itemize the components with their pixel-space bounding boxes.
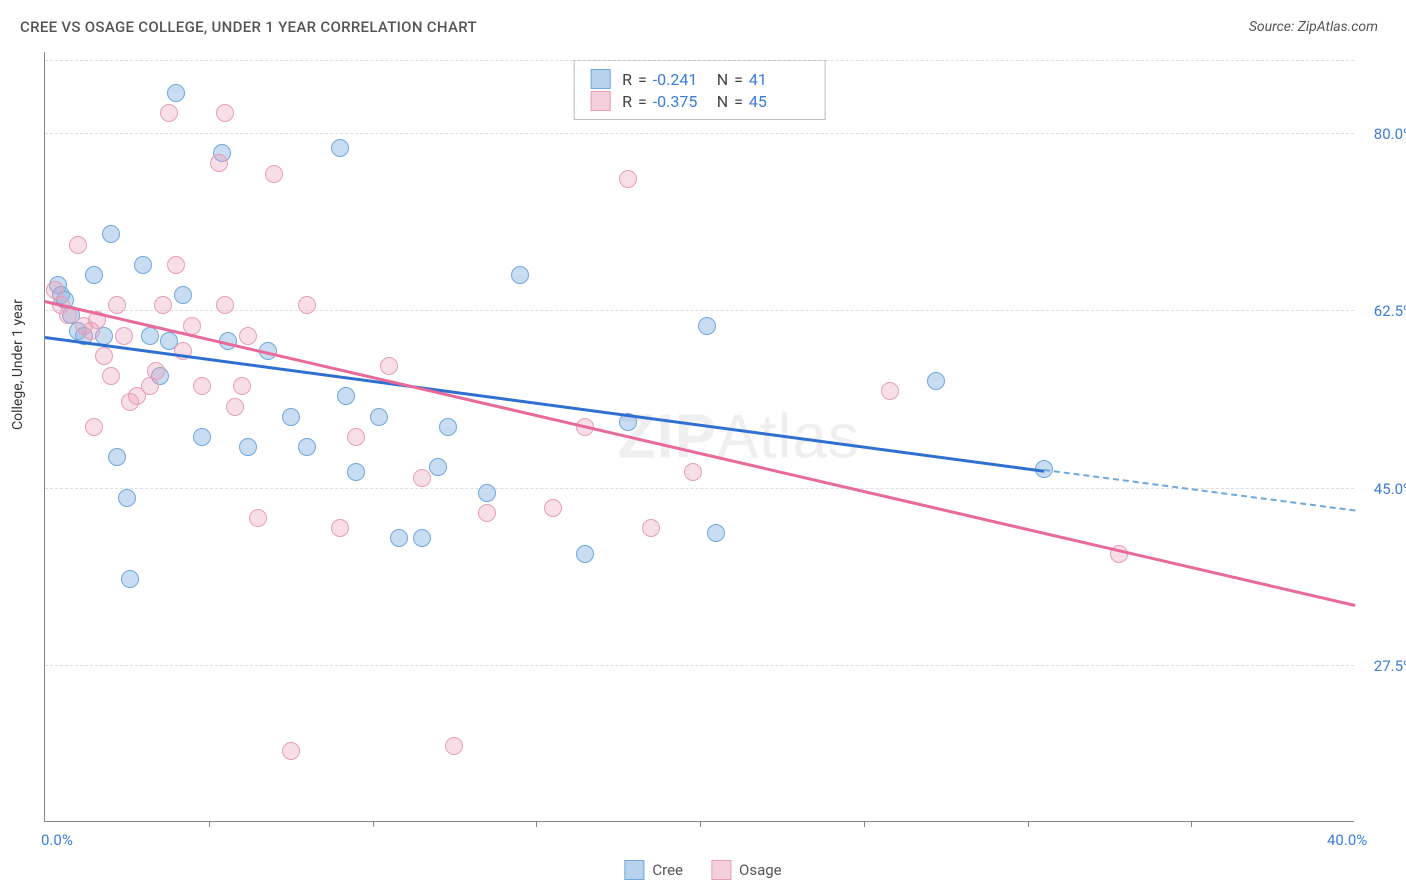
data-point — [439, 418, 457, 436]
gridline — [45, 60, 1354, 61]
data-point — [249, 509, 267, 527]
data-point — [390, 529, 408, 547]
data-point — [167, 256, 185, 274]
legend-label: Osage — [739, 861, 782, 879]
stats-text: R = -0.375 N = 45 — [622, 92, 809, 111]
y-tick-label: 27.5% — [1359, 657, 1406, 675]
data-point — [216, 104, 234, 122]
x-tick-mark — [209, 821, 210, 827]
legend-item: Cree — [624, 860, 683, 880]
data-point — [141, 327, 159, 345]
legend-label: Cree — [652, 861, 683, 879]
data-point — [233, 377, 251, 395]
trend-line — [1044, 469, 1355, 512]
data-point — [108, 448, 126, 466]
data-point — [282, 742, 300, 760]
x-tick-mark — [373, 821, 374, 827]
data-point — [478, 484, 496, 502]
data-point — [95, 347, 113, 365]
legend-swatch — [624, 860, 644, 880]
data-point — [331, 519, 349, 537]
legend: Cree Osage — [624, 860, 781, 880]
data-point — [282, 408, 300, 426]
data-point — [239, 438, 257, 456]
x-tick-mark — [864, 821, 865, 827]
legend-item: Osage — [711, 860, 782, 880]
data-point — [478, 504, 496, 522]
scatter-plot: ZIPAtlas R = -0.241 N = 41R = -0.375 N =… — [44, 52, 1354, 822]
x-tick-mark — [1028, 821, 1029, 827]
data-point — [210, 154, 228, 172]
data-point — [167, 84, 185, 102]
data-point — [108, 296, 126, 314]
gridline — [45, 488, 1354, 489]
data-point — [707, 524, 725, 542]
data-point — [239, 327, 257, 345]
data-point — [642, 519, 660, 537]
data-point — [193, 377, 211, 395]
data-point — [160, 104, 178, 122]
data-point — [121, 570, 139, 588]
data-point — [337, 387, 355, 405]
data-point — [69, 236, 87, 254]
data-point — [347, 428, 365, 446]
data-point — [193, 428, 211, 446]
y-tick-label: 80.0% — [1359, 125, 1406, 143]
stats-row: R = -0.241 N = 41 — [590, 69, 809, 89]
data-point — [413, 529, 431, 547]
source-attribution: Source: ZipAtlas.com — [1249, 19, 1378, 35]
data-point — [511, 266, 529, 284]
data-point — [927, 372, 945, 390]
stats-text: R = -0.241 N = 41 — [622, 70, 809, 89]
data-point — [347, 463, 365, 481]
x-tick-mark — [700, 821, 701, 827]
data-point — [619, 170, 637, 188]
data-point — [265, 165, 283, 183]
legend-swatch — [590, 69, 610, 89]
legend-swatch — [590, 91, 610, 111]
gridline — [45, 310, 1354, 311]
legend-swatch — [711, 860, 731, 880]
data-point — [576, 545, 594, 563]
data-point — [102, 225, 120, 243]
data-point — [298, 296, 316, 314]
gridline — [45, 665, 1354, 666]
y-tick-label: 62.5% — [1359, 302, 1406, 320]
x-tick-mark — [536, 821, 537, 827]
data-point — [881, 382, 899, 400]
data-point — [544, 499, 562, 517]
stats-row: R = -0.375 N = 45 — [590, 91, 809, 111]
data-point — [226, 398, 244, 416]
data-point — [85, 418, 103, 436]
data-point — [118, 489, 136, 507]
data-point — [154, 296, 172, 314]
trend-line — [45, 336, 1044, 472]
data-point — [102, 367, 120, 385]
y-axis-label: College, Under 1 year — [10, 299, 26, 430]
data-point — [216, 296, 234, 314]
data-point — [331, 139, 349, 157]
data-point — [445, 737, 463, 755]
data-point — [298, 438, 316, 456]
data-point — [115, 327, 133, 345]
data-point — [698, 317, 716, 335]
x-tick-label: 0.0% — [41, 831, 73, 849]
y-tick-label: 45.0% — [1359, 480, 1406, 498]
data-point — [380, 357, 398, 375]
data-point — [684, 463, 702, 481]
data-point — [134, 256, 152, 274]
data-point — [370, 408, 388, 426]
chart-title: CREE VS OSAGE COLLEGE, UNDER 1 YEAR CORR… — [20, 18, 477, 36]
data-point — [413, 469, 431, 487]
data-point — [85, 266, 103, 284]
data-point — [147, 362, 165, 380]
correlation-stats-box: R = -0.241 N = 41 R = -0.375 N = 45 — [573, 60, 826, 120]
gridline — [45, 133, 1354, 134]
data-point — [174, 286, 192, 304]
data-point — [429, 458, 447, 476]
x-tick-label: 40.0% — [1327, 831, 1367, 849]
x-tick-mark — [1191, 821, 1192, 827]
